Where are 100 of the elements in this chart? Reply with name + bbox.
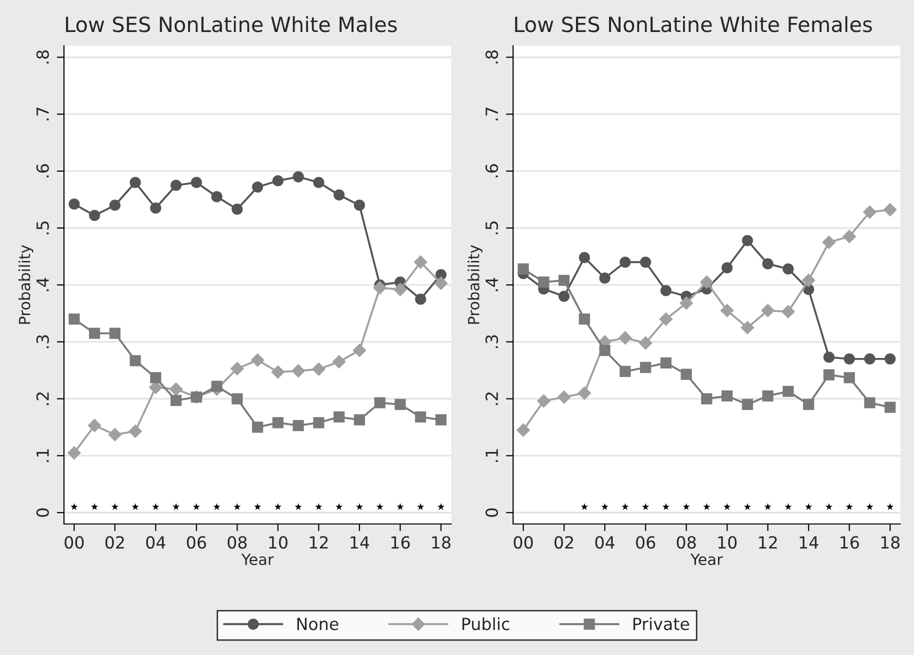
point — [190, 176, 202, 188]
point — [213, 503, 220, 510]
point — [130, 355, 141, 366]
point — [886, 503, 894, 510]
y-tick-label: .3 — [485, 335, 498, 348]
point — [722, 262, 733, 274]
point — [723, 503, 731, 510]
point — [150, 372, 162, 384]
y-tick-label: 0 — [36, 508, 49, 517]
x-tick-label: 02 — [105, 536, 124, 549]
point — [70, 503, 78, 510]
y-tick-label: .2 — [485, 392, 498, 405]
x-tick-label: 14 — [350, 536, 370, 548]
point — [660, 357, 672, 368]
point — [170, 394, 182, 406]
point — [230, 362, 244, 376]
point — [313, 417, 324, 428]
point — [682, 503, 690, 510]
point — [660, 285, 672, 296]
point — [352, 344, 366, 357]
point — [638, 336, 652, 350]
point — [335, 503, 343, 510]
point — [272, 417, 284, 428]
point — [130, 176, 141, 188]
point — [659, 312, 673, 326]
point — [700, 275, 714, 289]
point — [192, 503, 200, 510]
point — [864, 397, 876, 408]
point — [558, 290, 570, 302]
point — [128, 424, 142, 438]
point — [292, 171, 304, 182]
x-tick-label: 02 — [554, 536, 573, 549]
point — [620, 366, 631, 378]
x-tick-label: 10 — [269, 536, 288, 549]
point — [782, 305, 795, 318]
point — [356, 503, 364, 510]
point — [272, 175, 284, 186]
point — [108, 428, 122, 442]
point — [640, 256, 652, 268]
point — [601, 503, 608, 510]
point — [722, 390, 733, 402]
point — [437, 503, 445, 510]
x-tick-label: 08 — [676, 536, 696, 549]
y-tick-label: .1 — [486, 449, 498, 462]
point — [784, 503, 792, 510]
x-tick-label: 18 — [881, 536, 900, 549]
point — [90, 503, 98, 510]
x-axis-title: Year — [241, 554, 274, 566]
y-tick-label: .5 — [36, 222, 49, 234]
point — [334, 189, 345, 201]
point — [109, 200, 120, 211]
x-tick-label: 06 — [186, 536, 206, 549]
point — [373, 281, 386, 294]
point — [703, 503, 710, 510]
point — [742, 234, 754, 246]
legend-label: None — [297, 618, 338, 630]
chart-title: Low SES NonLatine White Males — [66, 16, 397, 32]
point — [68, 446, 81, 460]
y-tick-label: .3 — [36, 335, 49, 348]
point — [332, 355, 346, 368]
point — [415, 294, 426, 305]
point — [88, 210, 100, 222]
point — [782, 263, 794, 275]
point — [252, 422, 264, 433]
y-tick-label: .1 — [36, 449, 49, 462]
point — [825, 503, 833, 510]
point — [884, 203, 897, 216]
y-tick-label: .4 — [486, 278, 498, 292]
x-tick-label: 12 — [310, 536, 328, 548]
point — [804, 503, 812, 510]
point — [294, 503, 302, 510]
point — [394, 282, 407, 296]
point — [537, 394, 550, 408]
point — [516, 423, 530, 437]
point — [538, 276, 550, 288]
y-tick-label: .5 — [486, 222, 498, 234]
point — [132, 503, 139, 510]
point — [680, 296, 693, 310]
point — [211, 191, 222, 202]
point — [680, 368, 692, 380]
y-tick-label: 0 — [485, 508, 498, 517]
point — [884, 402, 896, 413]
point — [846, 503, 853, 510]
point — [740, 321, 754, 334]
point — [662, 503, 670, 510]
point — [271, 365, 285, 379]
point — [744, 503, 752, 510]
point — [354, 414, 366, 426]
point — [580, 503, 588, 510]
point — [68, 314, 80, 325]
point — [866, 503, 874, 510]
point — [334, 411, 345, 423]
point — [518, 263, 529, 275]
y-tick-label: .8 — [485, 50, 498, 64]
point — [822, 236, 836, 249]
y-tick-label: .7 — [486, 108, 498, 120]
chart-title: Low SES NonLatine White Females — [515, 16, 872, 32]
point — [152, 503, 160, 510]
y-axis-title: Probability — [468, 245, 482, 324]
point — [823, 352, 835, 363]
